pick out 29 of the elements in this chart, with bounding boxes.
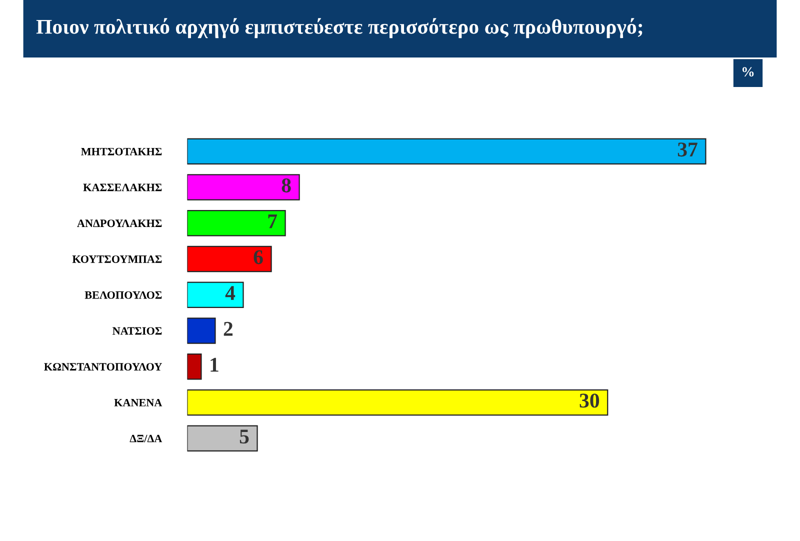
data-label: 37 [678,142,698,157]
y-tick-label: ΑΝΔΡΟΥΛΑΚΗΣ [77,220,162,228]
bar [187,318,216,344]
bar [187,282,244,308]
bar [187,389,608,416]
data-label: 8 [282,178,291,192]
bar [187,353,202,380]
data-label: 7 [268,214,278,228]
bar [187,425,258,452]
y-tick-label: ΔΞ/ΔΑ [130,434,162,442]
data-label: 5 [240,430,249,444]
text: % [742,67,754,77]
data-label: 30 [580,394,600,408]
y-tick-label: ΝΑΤΣΙΟΣ [112,327,162,335]
y-tick-label: ΚΟΥΤΣΟΥΜΠΑΣ [72,255,162,263]
bar [187,174,300,200]
data-label: 6 [254,250,263,264]
y-tick-label: ΚΑΣΣΕΛΑΚΗΣ [83,184,162,192]
bar [187,138,706,164]
y-tick-label: ΒΕΛΟΠΟΥΛΟΣ [84,291,162,299]
y-tick-label: ΚΑΝΕΝΑ [114,398,162,406]
bar [187,210,286,236]
y-tick-label: ΜΗΤΣΟΤΑΚΗΣ [81,148,162,156]
data-label: 1 [210,358,218,372]
data-label: 4 [225,286,236,300]
data-label: 2 [224,322,233,336]
y-tick-label: ΚΩΝΣΤΑΝΤΟΠΟΥΛΟΥ [44,363,162,371]
bar [187,246,272,272]
chart-title: Ποιον πολιτικό αρχηγό εμπιστεύεστε περισσότερο ως πρωθυπουργό; [36,18,642,38]
